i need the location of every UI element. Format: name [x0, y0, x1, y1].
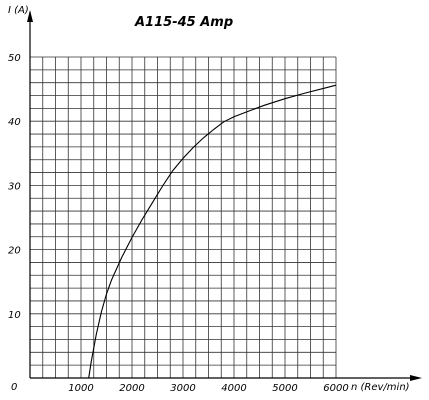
chart-axes [27, 10, 422, 381]
x-axis-arrow [410, 375, 422, 381]
y-axis-arrow [27, 10, 33, 22]
x-tick-label: 4000 [221, 383, 246, 394]
y-tick-label: 10 [8, 310, 21, 321]
x-tick-label: 5000 [272, 383, 297, 394]
x-axis-label: n (Rev/min) [351, 382, 410, 393]
y-tick-label: 20 [8, 246, 21, 257]
series-line [88, 84, 337, 379]
chart-grid [30, 56, 337, 378]
y-tick-label: 40 [8, 117, 21, 128]
series-group [88, 84, 337, 379]
x-tick-label: 1000 [68, 383, 93, 394]
x-tick-label: 6000 [323, 383, 348, 394]
chart-title: A115-45 Amp [134, 15, 233, 30]
y-axis-label: I (A) [8, 5, 29, 16]
y-tick-label: 30 [8, 181, 21, 192]
x-tick-label: 2000 [119, 383, 144, 394]
origin-label: 0 [11, 382, 17, 393]
x-tick-label: 3000 [170, 383, 195, 394]
y-tick-label: 50 [8, 53, 21, 64]
tick-labels: 1000 2000 3000 4000 5000 6000 10 20 30 40 50 [8, 53, 349, 394]
